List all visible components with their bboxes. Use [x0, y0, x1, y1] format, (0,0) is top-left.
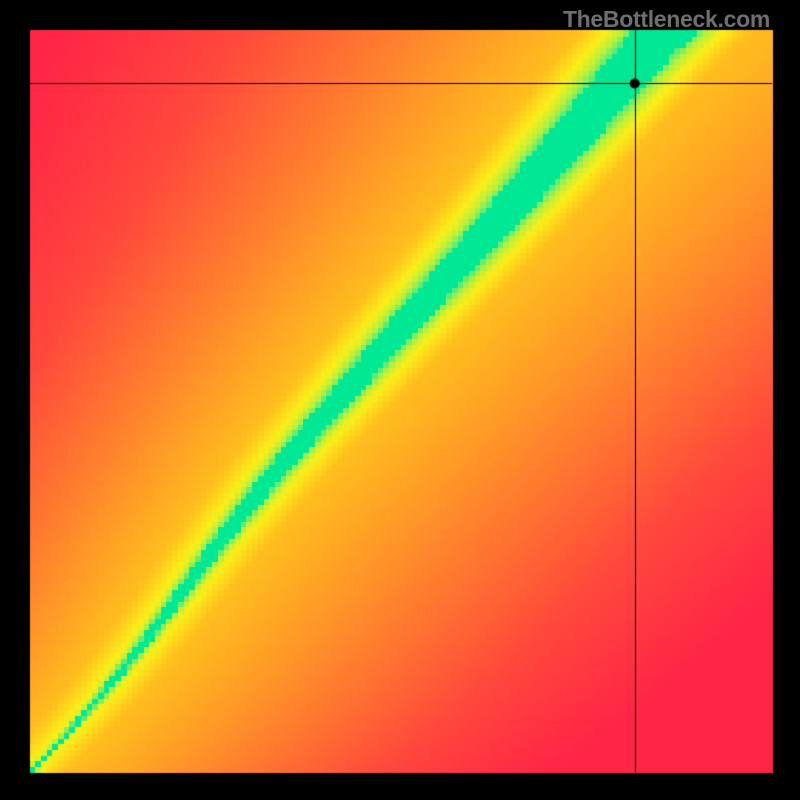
heatmap-plot	[0, 0, 800, 800]
watermark-text: TheBottleneck.com	[563, 6, 770, 33]
